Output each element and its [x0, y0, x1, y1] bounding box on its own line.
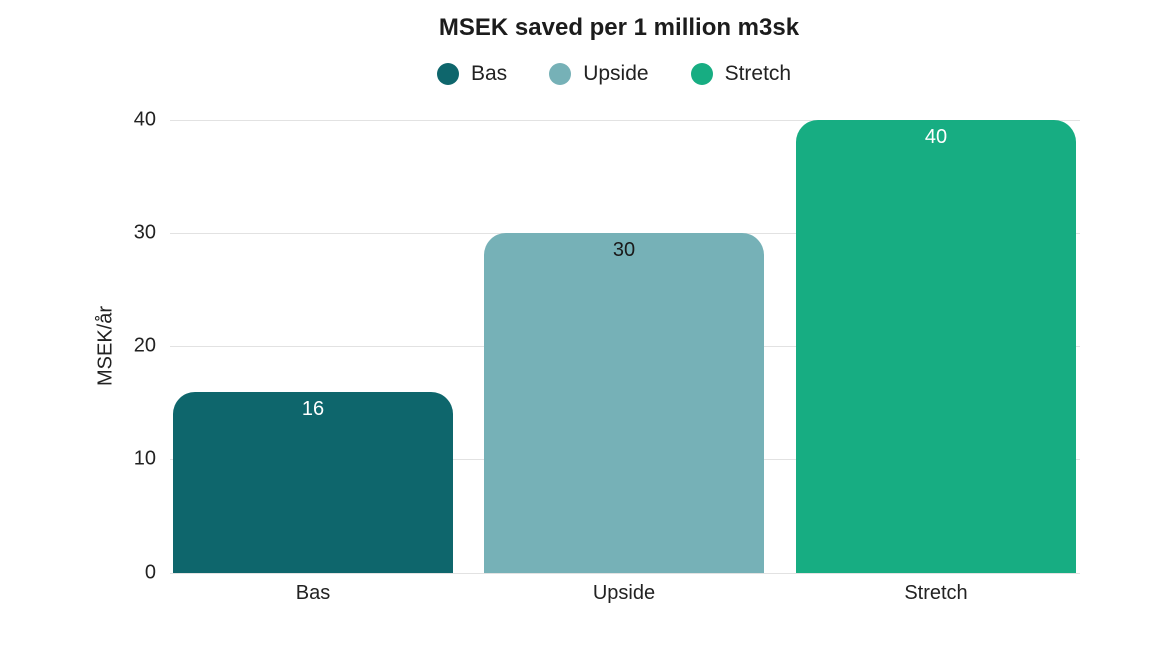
y-tick: 30 [133, 221, 156, 244]
gridline [170, 573, 1080, 574]
y-tick: 0 [144, 561, 156, 584]
legend-label: Stretch [724, 62, 792, 85]
y-tick: 20 [133, 334, 156, 357]
legend-label: Upside [583, 62, 649, 85]
legend-dot-icon [437, 63, 459, 85]
y-tick: 10 [133, 447, 156, 470]
y-axis-label: MSEK/år [94, 305, 117, 387]
legend-dot-icon [690, 63, 713, 85]
bar-bas[interactable]: 16 [173, 392, 453, 573]
gridline [170, 120, 1080, 121]
x-tick: Stretch [904, 582, 968, 604]
legend-label: Bas [471, 62, 508, 85]
y-tick: 40 [133, 108, 156, 131]
x-tick: Bas [295, 582, 331, 604]
legend-item-upside[interactable]: Upside [549, 62, 649, 86]
legend: Bas Upside Stretch [437, 62, 833, 86]
bar-stretch[interactable]: 40 [796, 120, 1076, 573]
legend-item-bas[interactable]: Bas [437, 62, 507, 86]
bar-value-label: 16 [301, 398, 325, 420]
bar-value-label: 40 [924, 126, 948, 148]
bar-upside[interactable]: 30 [484, 233, 764, 573]
legend-dot-icon [549, 63, 572, 85]
chart-title: MSEK saved per 1 million m3sk [438, 14, 800, 41]
legend-item-stretch[interactable]: Stretch [690, 62, 792, 86]
x-tick: Upside [592, 582, 656, 604]
bar-value-label: 30 [612, 239, 636, 261]
